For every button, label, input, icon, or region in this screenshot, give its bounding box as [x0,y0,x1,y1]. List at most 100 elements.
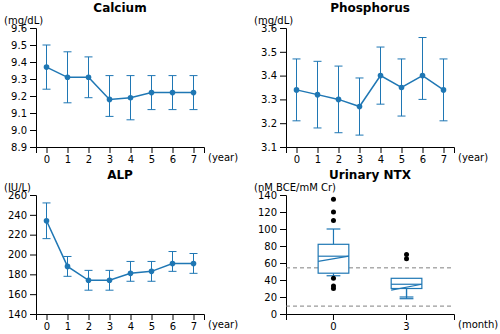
axis-line [30,29,37,148]
tick-label: 220 [8,229,27,240]
tick-mark [30,79,36,80]
point [420,73,426,79]
tick-label: 9.0 [11,125,27,136]
tick-label: 0 [294,154,300,165]
tick: 0 [271,309,286,320]
tick-mark [30,147,36,148]
outlier [331,286,336,291]
panel: 3.13.23.33.43.53.6Phosphorus(mg/dL)(year… [254,1,488,165]
title: Calcium [93,1,146,15]
tick: 5 [399,147,405,165]
tick: 1 [315,147,321,165]
error-bar-cap [398,116,406,117]
tick-mark [30,28,36,29]
x-axis-label: (month) [458,319,498,330]
point [44,64,50,70]
tick-label: 8.9 [11,142,27,153]
error-bar [190,76,198,110]
tick-label: 5 [399,154,405,165]
error-bar-cap [127,261,135,262]
tick-mark [30,255,36,256]
tick-mark [280,212,286,213]
tick: 20 [264,292,286,303]
tick-label: 7 [441,154,447,165]
tick: 220 [8,229,36,240]
title: Urinary NTX [329,168,412,182]
tick-mark [444,147,445,153]
error-bar [106,270,114,290]
point [294,87,300,93]
error-bar [335,66,343,133]
error-bar-cap [377,104,385,105]
tick-label: 3 [107,321,113,332]
tick-mark [280,314,286,315]
tick-mark [89,147,90,153]
panel: 020406080100120140Urinary NTX(nM BCE/mM … [254,168,498,332]
plot-area [43,45,198,120]
error-bar-cap [64,51,72,52]
tick-label: 120 [258,207,277,218]
tick-label: 180 [8,269,27,280]
tick-mark [131,147,132,153]
axis-line [37,148,205,154]
point [65,75,71,81]
axis-line [280,29,287,148]
tick: 140 [8,309,36,320]
tick: 5 [149,314,155,332]
y-axis: 3.13.23.33.43.53.6 [261,23,286,153]
point [107,277,113,283]
tick: 120 [258,207,286,218]
line [47,221,194,280]
point [65,264,71,270]
y-axis-label: (IU/L) [4,182,31,193]
tick-mark [423,147,424,153]
error-bar [377,47,385,104]
x-axis: 01234567 [37,147,205,165]
tick-label: 80 [264,241,277,252]
point [149,269,155,275]
tick-label: 20 [264,292,277,303]
error-bar-cap [43,45,51,46]
axis-line [280,196,287,315]
tick: 0 [330,314,336,332]
error-bar [419,38,427,100]
plot-area [293,38,448,136]
box [318,197,349,291]
tick-mark [280,123,286,124]
tick-label: 40 [264,275,277,286]
error-bar-cap [169,109,177,110]
tick-mark [280,99,286,100]
tick-mark [318,147,319,153]
tick: 6 [170,314,176,332]
error-bar-cap [398,58,406,59]
error-bar-cap [314,61,322,62]
tick: 5 [149,147,155,165]
error-bar-cap [43,202,51,203]
tick: 9.5 [11,40,36,51]
error-bar-line [422,38,423,100]
point [107,97,113,103]
tick-mark [339,147,340,153]
error-bar-line [109,76,110,117]
tick-label: 9.3 [11,74,27,85]
tick-label: 0 [44,154,50,165]
panel: 8.99.09.19.29.39.49.59.6Calcium(mg/dL)(y… [4,1,238,165]
tick: 3.4 [261,70,286,81]
tick-mark [30,235,36,236]
tick-label: 1 [315,154,321,165]
error-bar-cap [440,58,448,59]
point [441,87,447,93]
axis-line [287,148,455,154]
whisker-cap [327,228,341,229]
tick-label: 2 [336,154,342,165]
x-axis: 01234567 [37,314,205,332]
tick-label: 1 [65,154,71,165]
tick-label: 60 [264,258,277,269]
error-bar-cap [85,56,93,57]
tick-label: 4 [128,321,134,332]
tick-mark [280,229,286,230]
tick: 100 [258,224,286,235]
error-bar [314,61,322,128]
tick: 3.1 [261,142,286,153]
error-bar [127,261,135,281]
